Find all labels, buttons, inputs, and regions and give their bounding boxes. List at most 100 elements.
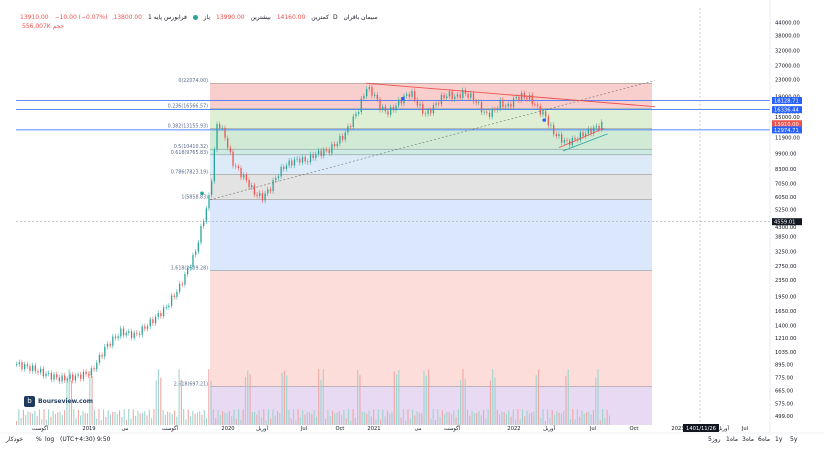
- y-tick-label: 575.00: [775, 401, 793, 407]
- fib-label-0: 0(22074.00): [178, 78, 208, 84]
- candle-body: [237, 166, 240, 168]
- candle-body: [170, 295, 173, 306]
- volume-bar: [141, 412, 144, 425]
- volume-bar: [77, 409, 79, 425]
- volume-bar: [238, 409, 240, 425]
- fib-label-5: 0.786(7823.19): [171, 169, 208, 175]
- candle-body: [459, 94, 461, 99]
- signal-dot-icon: [200, 191, 204, 196]
- volume-bar: [164, 414, 166, 425]
- auto-toggle[interactable]: خودکار: [6, 436, 24, 443]
- range-5y[interactable]: 5y: [790, 436, 798, 443]
- volume-bar: [290, 418, 292, 425]
- candle-body: [245, 174, 248, 181]
- volume-bar: [297, 409, 299, 425]
- percent-toggle[interactable]: %: [36, 436, 42, 443]
- candle-body: [515, 96, 517, 99]
- candle-body: [373, 94, 376, 96]
- volume-bar: [187, 409, 189, 425]
- volume-bar: [373, 409, 375, 425]
- volume-bar: [128, 409, 130, 425]
- volume-bar: [130, 418, 132, 425]
- candle-body: [208, 194, 210, 209]
- candle-body: [349, 126, 352, 128]
- candle-body: [462, 89, 464, 99]
- candle-body: [162, 307, 165, 317]
- volume-bar: [148, 409, 150, 425]
- range-1y[interactable]: 1y: [775, 436, 783, 443]
- timezone-label[interactable]: (UTC+4:30) 9:50: [60, 436, 111, 443]
- volume-bar: [217, 409, 219, 425]
- volume-bar: [434, 420, 437, 425]
- range-1m[interactable]: 1ماه: [726, 436, 739, 443]
- candle-body: [114, 336, 117, 339]
- volume-bar: [341, 415, 343, 425]
- volume-bar: [109, 414, 111, 425]
- volume-bar: [370, 416, 372, 425]
- volume-bar: [224, 412, 226, 425]
- volume-bar: [599, 420, 601, 425]
- candle-body: [128, 331, 130, 333]
- volume-bar: [508, 410, 510, 425]
- fib-label-1: 0.236(16566.57): [168, 103, 208, 109]
- fib-band-3: [210, 149, 652, 155]
- candle-body: [320, 150, 322, 157]
- candle-body: [219, 124, 221, 129]
- volume-bar: [402, 409, 404, 425]
- volume-bar: [119, 410, 121, 425]
- candle-body: [357, 112, 360, 114]
- y-tick-label: 15000.00: [775, 115, 800, 121]
- volume-bar: [254, 411, 256, 425]
- y-tick-label: 3850.00: [775, 235, 796, 241]
- candle-body: [579, 132, 582, 141]
- volume-bar: [260, 417, 263, 425]
- volume-bar: [240, 419, 242, 425]
- range-3m[interactable]: 3ماه: [742, 436, 755, 443]
- range-6m[interactable]: 6ماه: [758, 436, 771, 443]
- volume-bar: [556, 411, 558, 425]
- price-badge-1: [772, 106, 802, 114]
- volume-bar: [299, 417, 301, 425]
- y-tick-label: 8300.00: [775, 167, 796, 173]
- candle-body: [430, 110, 432, 114]
- timeframe[interactable]: 1D: [147, 14, 338, 21]
- volume-bar: [329, 416, 331, 425]
- volume-bar: [544, 420, 546, 425]
- volume-bar: [295, 420, 297, 425]
- candle-body: [593, 127, 595, 134]
- volume-bar: [576, 409, 578, 425]
- volume-bar: [485, 418, 487, 425]
- y-tick-label: 665.00: [775, 389, 793, 395]
- volume-bar: [551, 409, 553, 425]
- volume-bar: [331, 410, 334, 425]
- y-tick-label: 2750.00: [775, 264, 796, 270]
- volume-bar: [121, 417, 123, 425]
- y-tick-label: 6050.00: [775, 195, 796, 201]
- x-tick-label: Jul: [300, 426, 307, 432]
- volume-bar: [61, 414, 63, 425]
- volume-bar: [169, 412, 171, 425]
- volume-bar: [400, 417, 402, 425]
- volume-bar: [425, 375, 427, 425]
- volume-bar: [338, 411, 340, 425]
- volume-bar: [581, 410, 583, 425]
- log-toggle[interactable]: log: [45, 436, 55, 443]
- y-tick-label: 1210.00: [775, 336, 796, 342]
- volume-bar: [183, 409, 185, 425]
- candle-body: [526, 97, 528, 100]
- y-tick-label: 1400.00: [775, 323, 796, 329]
- symbol-name[interactable]: سیمان باقران: [343, 14, 378, 21]
- y-tick-label: 38000.00: [775, 34, 800, 40]
- volume-bar: [304, 414, 306, 425]
- candle-body: [395, 105, 397, 111]
- volume-bar: [258, 410, 260, 425]
- range-5d[interactable]: 5روز: [708, 436, 721, 443]
- volume-bar: [325, 419, 327, 425]
- open-label: باز: [203, 14, 211, 21]
- price-badge-label-3: 12974.71: [774, 128, 799, 134]
- volume-bar: [100, 420, 102, 425]
- candle-body: [355, 113, 357, 117]
- volume-bar: [70, 380, 73, 425]
- volume-bar: [222, 411, 224, 425]
